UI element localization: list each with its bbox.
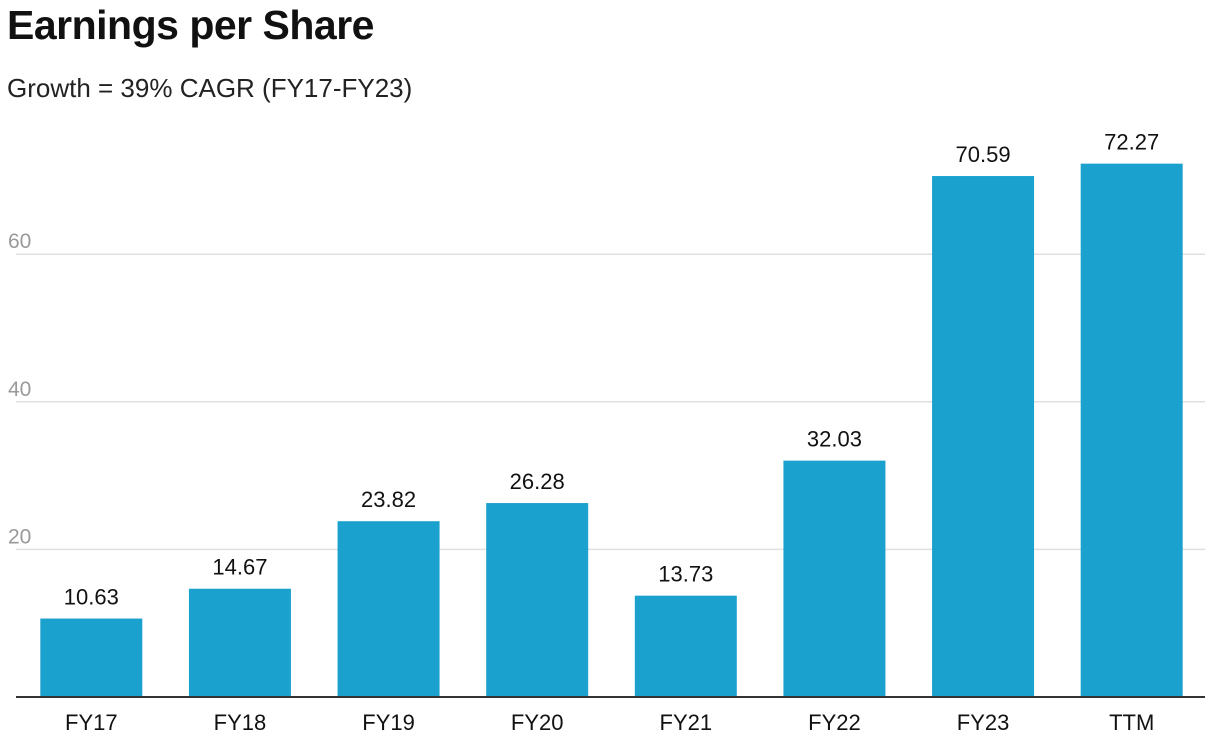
x-tick-label: FY19 xyxy=(362,710,415,735)
x-tick-label: FY23 xyxy=(957,710,1010,735)
x-tick-label: FY18 xyxy=(214,710,267,735)
x-tick-label: TTM xyxy=(1109,710,1154,735)
x-tick-label: FY21 xyxy=(660,710,713,735)
bar xyxy=(1080,163,1183,697)
y-tick-label: 20 xyxy=(8,525,31,548)
x-tick-label: FY17 xyxy=(65,710,118,735)
value-label: 70.59 xyxy=(956,142,1011,167)
value-label: 32.03 xyxy=(807,427,862,452)
y-tick-label: 40 xyxy=(8,378,31,401)
value-label: 23.82 xyxy=(361,487,416,512)
bar xyxy=(188,588,291,697)
bar xyxy=(486,503,589,697)
bar xyxy=(337,521,440,697)
value-label: 72.27 xyxy=(1104,130,1159,155)
x-axis: FY17 FY18 FY19 FY20 FY21 FY22 FY23 TTM xyxy=(16,696,1205,735)
bar xyxy=(783,460,886,697)
bar xyxy=(40,618,143,697)
value-label: 13.73 xyxy=(658,562,713,587)
x-tick-label: FY22 xyxy=(808,710,861,735)
bar xyxy=(634,595,737,697)
value-label: 26.28 xyxy=(510,469,565,494)
y-tick-label: 60 xyxy=(8,230,31,253)
bars xyxy=(40,163,1183,698)
chart-subtitle: Growth = 39% CAGR (FY17-FY23) xyxy=(7,73,413,103)
x-tick-label: FY20 xyxy=(511,710,564,735)
value-label: 14.67 xyxy=(212,555,267,580)
chart-title: Earnings per Share xyxy=(7,2,374,48)
bar xyxy=(932,176,1035,698)
value-labels: 10.63 14.67 23.82 26.28 13.73 32.03 70.59 72.27 xyxy=(64,130,1159,610)
y-axis-ticks: 20 40 60 xyxy=(8,230,31,548)
value-label: 10.63 xyxy=(64,585,119,610)
